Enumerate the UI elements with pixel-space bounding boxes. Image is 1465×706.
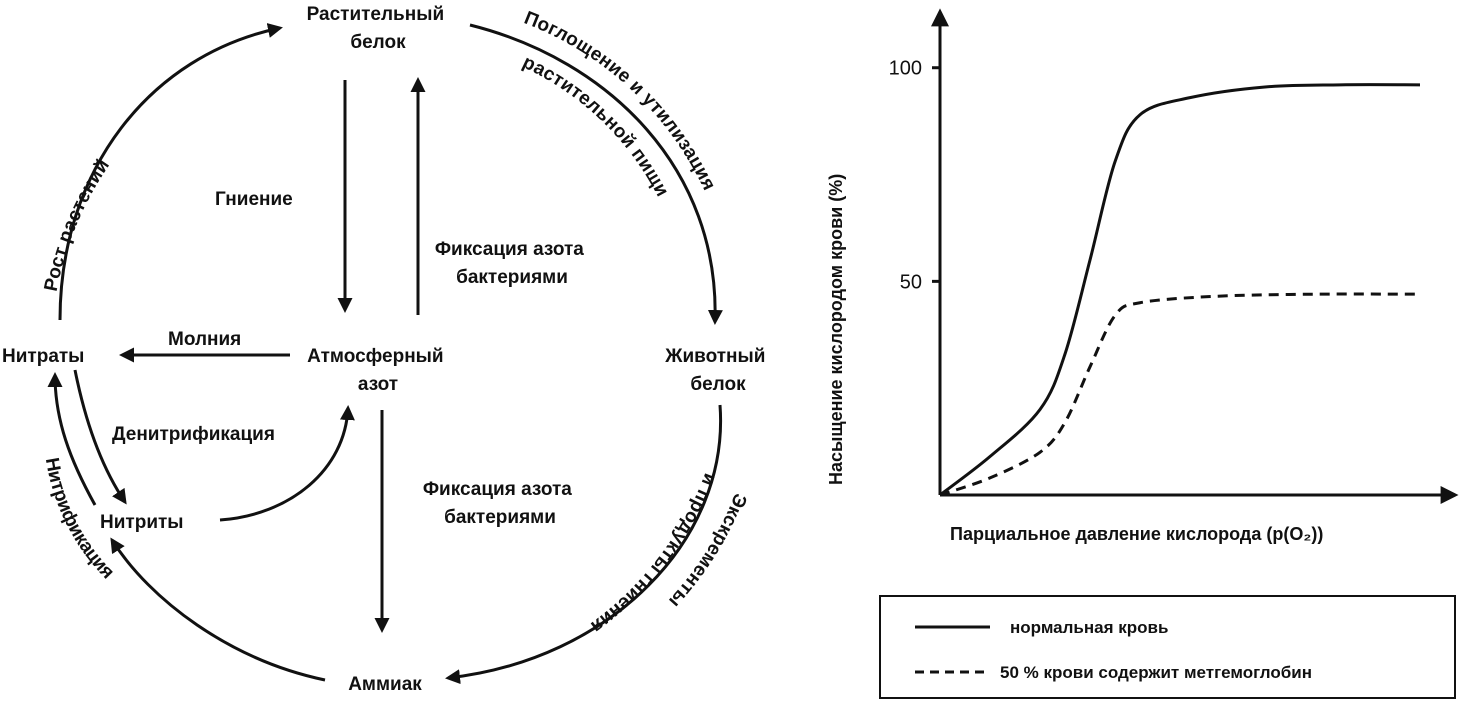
label-rotting: Гниение: [215, 189, 293, 210]
arrow-plant-growth: [58, 23, 283, 321]
y-axis-label: Насыщение кислородом крови (%): [826, 174, 846, 485]
x-axis-label: Парциальное давление кислорода (p(O₂)): [950, 524, 1323, 544]
node-nitrites: Нитриты: [100, 512, 184, 533]
node-atmospheric-nitrogen: Атмосферный азот: [307, 346, 449, 395]
label-denitrification: Денитрификация: [112, 424, 275, 445]
label-fixation-bottom: Фиксация азота бактериями: [423, 479, 577, 528]
series-line-methemoglobin: [939, 292, 1421, 497]
arrow-nitrification: [110, 537, 326, 682]
arrow-uptake: [469, 23, 723, 325]
series-group: [939, 83, 1421, 497]
node-ammonia: Аммиак: [348, 674, 422, 695]
arrow-excrement: [445, 404, 723, 685]
node-plant-protein: Растительный белок: [307, 4, 450, 53]
legend: нормальная кровь 50 % крови содержит мет…: [879, 595, 1456, 699]
y-tick-label: 50: [900, 271, 922, 293]
arrow-nitrates-to-nitrites: [73, 369, 127, 505]
node-animal-protein: Животный белок: [664, 346, 770, 395]
legend-label-methemoglobin: 50 % крови содержит метгемоглобин: [1000, 663, 1312, 682]
legend-label-normal: нормальная кровь: [1010, 618, 1168, 637]
label-lightning: Молния: [168, 329, 241, 350]
y-tick-label: 100: [889, 58, 922, 80]
arrow-denitrification: [219, 405, 355, 522]
legend-box: [879, 595, 1456, 699]
arrow-nitrites-to-nitrates: [47, 372, 97, 506]
node-nitrates: Нитраты: [2, 346, 84, 367]
y-ticks: 100 50: [889, 58, 940, 293]
series-line-normal: [939, 83, 1421, 497]
label-fixation-top: Фиксация азота бактериями: [435, 239, 589, 288]
